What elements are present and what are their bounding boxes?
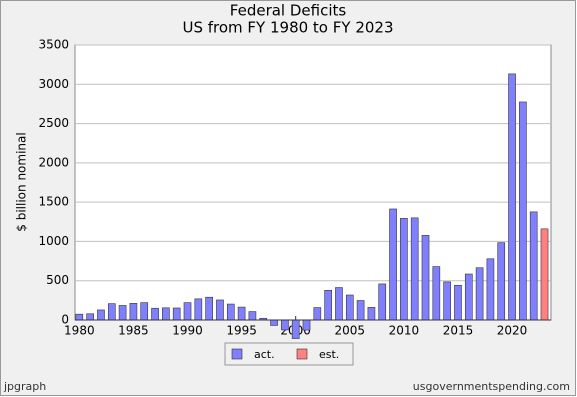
bar (129, 303, 138, 321)
bar (508, 73, 516, 321)
bar (162, 307, 170, 321)
bar (443, 281, 451, 321)
legend (224, 342, 354, 366)
y-tick-label: 500 (46, 273, 69, 287)
y-tick-label: 0 (61, 313, 69, 327)
y-tick-label: 1000 (38, 234, 69, 248)
bar (324, 289, 332, 321)
bar (356, 300, 365, 321)
bar (378, 283, 387, 321)
bar (75, 313, 84, 321)
bar (464, 273, 473, 321)
bar (475, 267, 484, 321)
y-tick-label: 2000 (38, 155, 69, 169)
bar (389, 208, 397, 321)
bar (107, 303, 116, 321)
bar (313, 307, 322, 321)
bar (291, 319, 300, 339)
legend-swatch (296, 348, 308, 360)
bar (237, 306, 246, 321)
bar (529, 211, 538, 321)
bar (226, 303, 235, 321)
bar (194, 298, 203, 321)
bar (486, 258, 495, 321)
bar (248, 311, 257, 321)
footer-right: usgovernmentspending.com (413, 380, 570, 393)
bar (140, 302, 149, 321)
x-tick-label: 2015 (443, 324, 474, 338)
bar (421, 235, 430, 321)
bar (151, 307, 159, 321)
x-tick-label: 2010 (389, 324, 420, 338)
bar (205, 296, 213, 321)
bar (118, 305, 127, 321)
chart-subtitle: US from FY 1980 to FY 2023 (182, 19, 393, 37)
bar (540, 228, 549, 321)
x-tick-label: 1980 (64, 324, 95, 338)
bar (367, 307, 376, 321)
bar (519, 101, 527, 321)
bar (183, 302, 192, 321)
x-tick-label: 1995 (226, 324, 257, 338)
y-tick-label: 2500 (38, 116, 69, 130)
x-tick-label: 1990 (172, 324, 203, 338)
bar (410, 217, 419, 321)
bar (86, 313, 94, 321)
y-tick-label: 1500 (38, 195, 69, 209)
bar (454, 284, 462, 321)
bar (302, 319, 311, 331)
legend-swatch (231, 348, 243, 360)
y-tick-label: 3500 (38, 38, 69, 52)
bar (345, 294, 354, 321)
bar (335, 287, 343, 321)
bar (172, 307, 181, 321)
bar (281, 319, 289, 331)
legend-label: est. (319, 348, 339, 361)
legend-label: act. (254, 348, 275, 361)
bar (216, 299, 224, 321)
chart-title: Federal Deficits (230, 2, 347, 20)
bar (97, 309, 105, 321)
x-tick-label: 2005 (335, 324, 366, 338)
x-tick-label: 1985 (118, 324, 149, 338)
footer-left: jpgraph (3, 380, 46, 393)
bar (270, 319, 278, 326)
bar (400, 218, 408, 321)
y-tick-label: 3000 (38, 77, 69, 91)
bar (497, 242, 506, 321)
bar (432, 266, 441, 321)
x-tick-label: 2020 (497, 324, 528, 338)
y-axis-label: $ billion nominal (15, 132, 29, 231)
